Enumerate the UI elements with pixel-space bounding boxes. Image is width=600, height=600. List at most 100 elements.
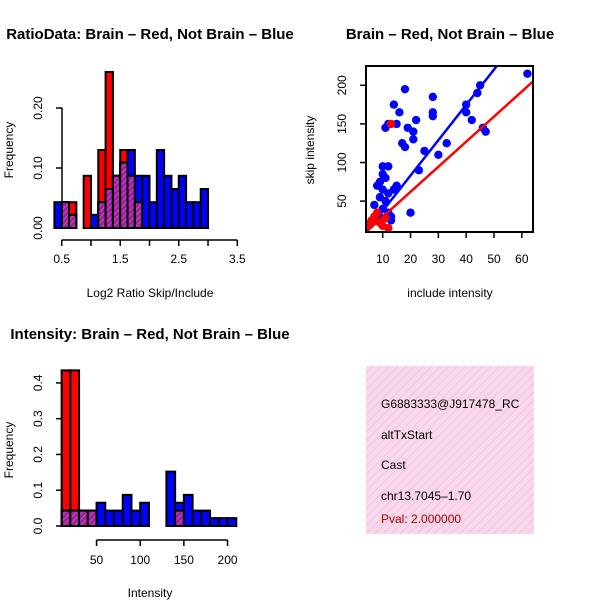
- info-panel: G6883333@J917478_RC altTxStart Cast chr1…: [366, 366, 534, 534]
- bar-not-brain: [130, 509, 142, 528]
- bar-overlap: [97, 201, 107, 229]
- x-tick-label: 1.5: [112, 252, 129, 266]
- intensity-ylabel: Frequency: [2, 422, 16, 479]
- bar-overlap: [133, 201, 144, 229]
- bar-overlap: [68, 213, 78, 230]
- intensity-axes: 50 100 150 200 0.0 0.1 0.2 0.3 0.4: [31, 374, 238, 567]
- intensity-histogram: Intensity: Brain – Red, Not Brain – Blue…: [2, 326, 290, 600]
- ratio-ylabel: Frequency: [2, 122, 16, 179]
- point-not-brain: [400, 84, 410, 94]
- point-not-brain: [428, 111, 437, 121]
- y-tick-label: 0.10: [31, 156, 45, 180]
- point-not-brain: [462, 100, 471, 109]
- point-not-brain: [411, 115, 421, 125]
- bar-not-brain: [177, 174, 188, 230]
- point-brain: [384, 223, 393, 232]
- y-tick-label: 50: [335, 194, 349, 208]
- info-pval: Pval: 2.000000: [381, 512, 461, 526]
- y-tick-label: 0.00: [31, 216, 45, 240]
- info-line-strain: Cast: [381, 458, 406, 472]
- bar-overlap: [126, 174, 136, 230]
- bar-not-brain: [95, 501, 107, 528]
- x-tick-label: 20: [404, 252, 418, 266]
- ratio-bars: [53, 71, 210, 230]
- bar-not-brain: [141, 174, 151, 230]
- intensity-bars: [60, 369, 238, 528]
- bar-overlap: [60, 201, 71, 229]
- scatter-xlabel: include intensity: [407, 286, 492, 300]
- bar-overlap: [86, 509, 98, 528]
- bar-overlap: [111, 174, 122, 230]
- point-not-brain: [420, 146, 429, 156]
- point-not-brain: [384, 162, 393, 171]
- scatter-title: Brain – Red, Not Brain – Blue: [346, 26, 554, 43]
- point-not-brain: [523, 69, 532, 78]
- bar-brain: [82, 174, 92, 230]
- point-not-brain: [442, 139, 451, 148]
- bar-not-brain: [148, 201, 158, 229]
- x-tick-label: 60: [515, 252, 529, 266]
- fit-line-brain: [366, 80, 533, 232]
- bar-not-brain: [182, 493, 194, 527]
- y-tick-label: 0.20: [31, 96, 45, 120]
- bar-not-brain: [200, 509, 212, 528]
- bar-brain: [60, 369, 72, 527]
- point-not-brain: [389, 100, 399, 109]
- bar-not-brain: [170, 188, 180, 229]
- x-tick-label: 200: [218, 553, 238, 567]
- point-not-brain: [467, 115, 476, 125]
- point-not-brain: [434, 150, 443, 159]
- x-tick-label: 0.5: [53, 252, 70, 266]
- bar-brain: [69, 369, 81, 527]
- point-brain: [386, 119, 396, 129]
- x-tick-label: 2.5: [170, 252, 187, 266]
- x-tick-label: 40: [460, 252, 474, 266]
- scatter-ylabel: skip intensity: [303, 116, 317, 185]
- info-line-event: altTxStart: [381, 428, 433, 442]
- x-tick-label: 100: [130, 553, 150, 567]
- point-not-brain: [473, 88, 482, 98]
- bar-not-brain: [217, 517, 229, 528]
- bar-not-brain: [199, 188, 210, 229]
- x-tick-label: 3.5: [229, 252, 246, 266]
- ratio-title: RatioData: Brain – Red, Not Brain – Blue: [6, 26, 294, 43]
- bar-not-brain: [191, 509, 203, 528]
- info-line-id: G6883333@J917478_RC: [381, 397, 520, 411]
- x-tick-label: 30: [432, 252, 446, 266]
- x-tick-label: 150: [174, 553, 194, 567]
- intensity-title: Intensity: Brain – Red, Not Brain – Blue: [10, 326, 289, 343]
- x-tick-label: 50: [487, 252, 501, 266]
- ratio-xlabel: Log2 Ratio Skip/Include: [87, 286, 214, 300]
- point-not-brain: [395, 108, 404, 117]
- x-tick-label: 10: [376, 252, 390, 266]
- point-not-brain: [400, 142, 410, 152]
- point-not-brain: [462, 108, 471, 117]
- bar-not-brain: [139, 501, 150, 528]
- bar-not-brain: [209, 517, 220, 528]
- point-brain: [372, 208, 382, 217]
- ratio-histogram: RatioData: Brain – Red, Not Brain – Blue…: [2, 26, 294, 300]
- bar-not-brain: [113, 509, 124, 528]
- bar-overlap: [104, 188, 114, 229]
- point-brain: [381, 213, 390, 223]
- point-not-brain: [381, 173, 390, 183]
- y-tick-label: 100: [335, 152, 349, 172]
- y-tick-label: 0.4: [31, 374, 45, 391]
- point-not-brain: [409, 127, 418, 136]
- y-tick-label: 150: [335, 114, 349, 134]
- bar-overlap: [78, 509, 89, 528]
- point-not-brain: [370, 200, 379, 210]
- bar-not-brain: [165, 470, 177, 527]
- y-tick-label: 0.3: [31, 410, 45, 427]
- point-not-brain: [428, 92, 437, 102]
- bar-not-brain: [121, 493, 133, 527]
- info-line-location: chr13.7045–1.70: [381, 489, 471, 503]
- scatter-points: [366, 66, 533, 232]
- bar-not-brain: [53, 201, 63, 229]
- bar-not-brain: [89, 213, 100, 230]
- y-tick-label: 0.1: [31, 482, 45, 499]
- scatter-axes: 10 20 30 40 50 60 50 100 150 200: [335, 75, 529, 266]
- point-not-brain: [475, 81, 485, 90]
- bar-overlap: [60, 509, 72, 528]
